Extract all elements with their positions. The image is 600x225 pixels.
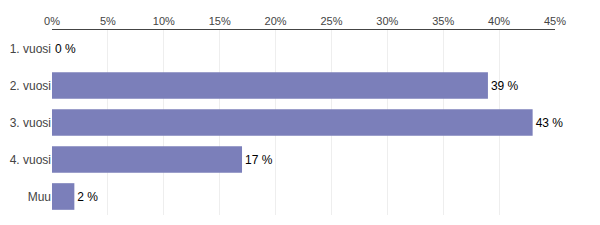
svg-text:Muu: Muu <box>28 190 51 204</box>
svg-text:3. vuosi: 3. vuosi <box>10 116 51 130</box>
svg-text:30%: 30% <box>376 15 398 27</box>
svg-text:17 %: 17 % <box>245 153 273 167</box>
svg-text:1. vuosi: 1. vuosi <box>10 42 51 56</box>
svg-text:0 %: 0 % <box>55 42 76 56</box>
svg-text:0%: 0% <box>44 15 60 27</box>
svg-text:5%: 5% <box>100 15 116 27</box>
svg-text:25%: 25% <box>320 15 342 27</box>
svg-text:39 %: 39 % <box>491 79 519 93</box>
svg-text:4. vuosi: 4. vuosi <box>10 153 51 167</box>
svg-text:35%: 35% <box>432 15 454 27</box>
svg-text:45%: 45% <box>544 15 566 27</box>
svg-text:40%: 40% <box>488 15 510 27</box>
svg-text:2. vuosi: 2. vuosi <box>10 79 51 93</box>
svg-text:20%: 20% <box>265 15 287 27</box>
svg-text:15%: 15% <box>209 15 231 27</box>
svg-text:43 %: 43 % <box>536 116 564 130</box>
svg-text:2 %: 2 % <box>77 190 98 204</box>
svg-text:10%: 10% <box>153 15 175 27</box>
